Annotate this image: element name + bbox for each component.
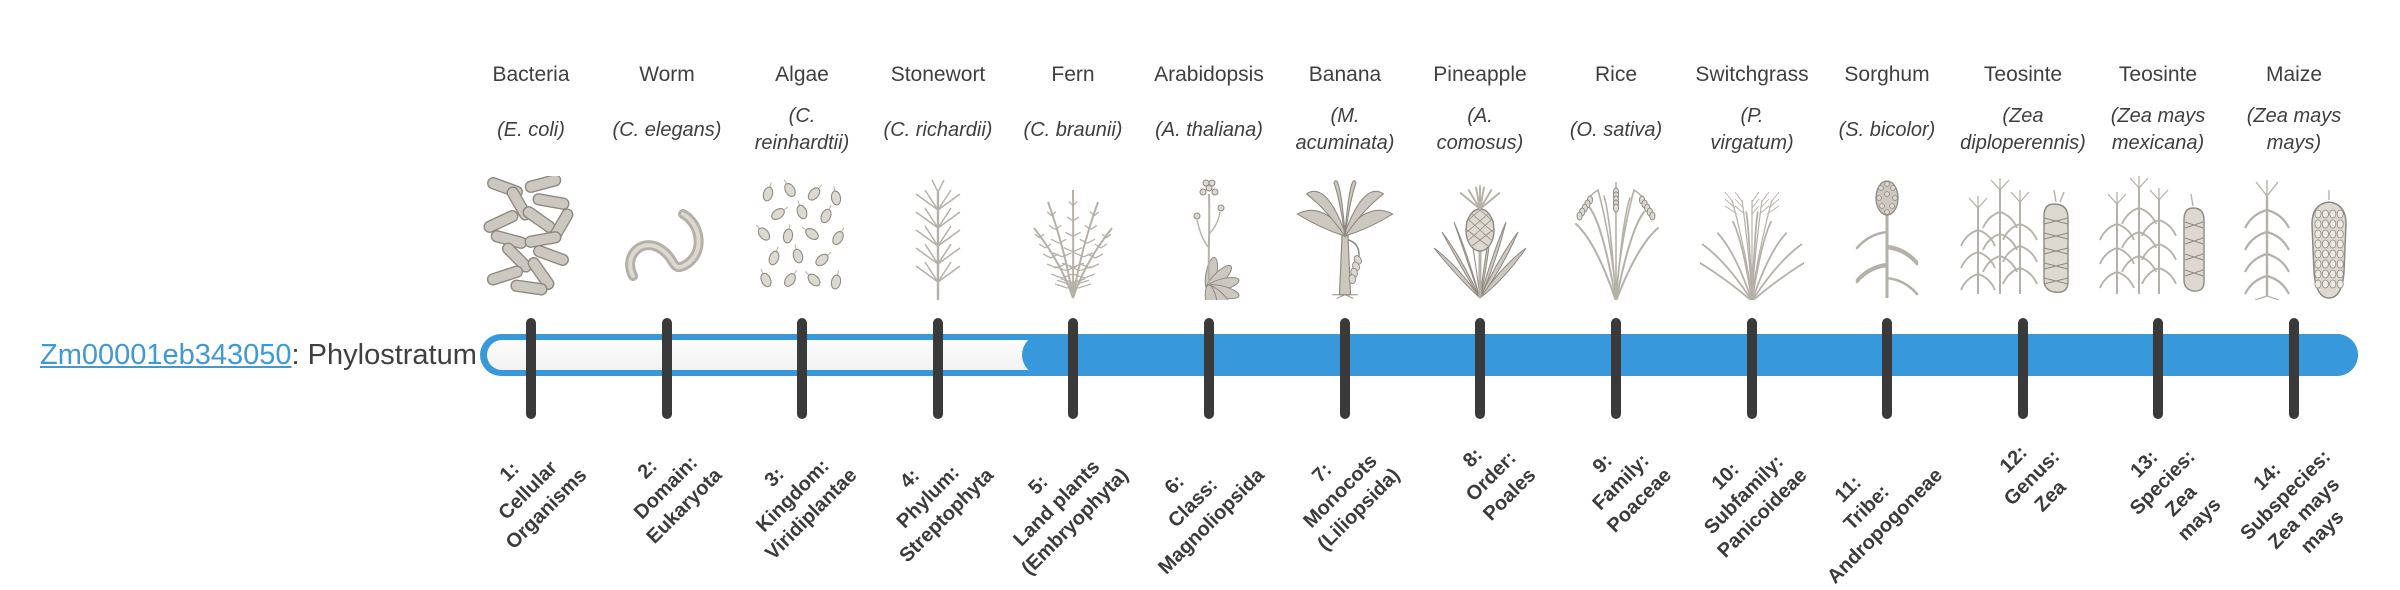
organism-header: Banana (M. acuminata) bbox=[1267, 62, 1423, 166]
organism-header: Arabidopsis (A. thaliana) bbox=[1131, 62, 1287, 166]
organism-common-name: Teosinte bbox=[1983, 63, 2063, 86]
organism-common-name: Rice bbox=[1594, 63, 1637, 86]
organism-header: Pineapple (A. comosus) bbox=[1402, 62, 1558, 166]
organism-header: Algae (C. reinhardtii) bbox=[724, 62, 880, 166]
organism-common-name: Teosinte bbox=[2118, 63, 2198, 86]
organism-header: Teosinte (Zea diploperennis) bbox=[1945, 62, 2101, 166]
phylostratum-tick bbox=[2018, 318, 2028, 419]
organism-scientific-name: (C. richardii) bbox=[883, 118, 993, 141]
organism-scientific-name: (A. thaliana) bbox=[1155, 118, 1263, 141]
algae-icon bbox=[747, 170, 857, 300]
phylostratum-label: 1: Cellular Organisms bbox=[493, 456, 591, 554]
maize-icon bbox=[2227, 170, 2361, 300]
phylostratum-label: 12: Genus: Zea bbox=[1995, 441, 2071, 517]
phylostratum-label: 11: Tribe: Andropogoneae bbox=[1822, 464, 1947, 589]
organism-header: Switchgrass (P. virgatum) bbox=[1674, 62, 1830, 166]
gene-phylostratum-text: : Phylostratum 5 bbox=[291, 339, 502, 371]
organism-scientific-name: (C. braunii) bbox=[1023, 118, 1123, 141]
phylostratum-label: 3: Kingdom: Viridiplantae bbox=[752, 455, 862, 565]
organism-scientific-name: (E. coli) bbox=[497, 118, 565, 141]
phylostratum-tick bbox=[1204, 318, 1214, 419]
organism-header: Maize (Zea mays mays) bbox=[2216, 62, 2372, 166]
phylostratum-tick bbox=[1340, 318, 1350, 419]
organism-common-name: Fern bbox=[1051, 63, 1095, 86]
phylostratum-label: 13: Species: Zea mays bbox=[2125, 445, 2226, 546]
organism-scientific-name: (A. comosus) bbox=[1436, 105, 1524, 154]
organism-scientific-name: (Zea mays mexicana) bbox=[2110, 105, 2206, 154]
banana-icon bbox=[1290, 170, 1400, 300]
organism-common-name: Arabidopsis bbox=[1154, 63, 1264, 86]
phylostratum-tick bbox=[1475, 318, 1485, 419]
organism-common-name: Worm bbox=[639, 63, 695, 86]
phylostratum-tick bbox=[933, 318, 943, 419]
phylostratum-tick bbox=[1611, 318, 1621, 419]
organism-common-name: Stonewort bbox=[890, 63, 986, 86]
stonewort-icon bbox=[883, 170, 993, 300]
organism-scientific-name: (Zea diploperennis) bbox=[1960, 105, 2086, 154]
bacteria-icon bbox=[476, 170, 586, 300]
phylostratum-tick bbox=[1747, 318, 1757, 419]
phylostratum-label: 14: Subspecies: Zea mays mays bbox=[2236, 445, 2349, 558]
organism-common-name: Sorghum bbox=[1844, 63, 1930, 86]
phylostratum-tick bbox=[2153, 318, 2163, 419]
organism-scientific-name: (O. sativa) bbox=[1569, 118, 1663, 141]
phylostratum-tick bbox=[526, 318, 536, 419]
timeline-unfilled-span bbox=[487, 340, 1060, 370]
phylostratum-label: 4: Phylum: Streptophyta bbox=[892, 461, 998, 567]
organism-common-name: Pineapple bbox=[1433, 63, 1527, 86]
phylostratum-tick bbox=[1068, 318, 1078, 419]
organism-common-name: Bacteria bbox=[492, 63, 570, 86]
fern-icon bbox=[1018, 170, 1128, 300]
gene-label: Zm00001eb343050: Phylostratum 5 bbox=[40, 338, 501, 372]
phylostratum-label: 6: Class: Magnoliopsida bbox=[1154, 464, 1269, 579]
organism-header: Rice (O. sativa) bbox=[1538, 62, 1694, 166]
gene-link[interactable]: Zm00001eb343050 bbox=[40, 339, 292, 371]
phylostratum-tick bbox=[2289, 318, 2299, 419]
sorghum-icon bbox=[1832, 170, 1942, 300]
organism-common-name: Algae bbox=[775, 63, 829, 86]
pineapple-icon bbox=[1425, 170, 1535, 300]
phylostratum-label: 2: Domain: Eukaryota bbox=[630, 451, 727, 549]
phylostratum-tick bbox=[797, 318, 807, 419]
organism-common-name: Maize bbox=[2265, 63, 2323, 86]
worm-icon bbox=[612, 170, 722, 300]
switchgrass-icon bbox=[1697, 170, 1807, 300]
organism-scientific-name: (P. virgatum) bbox=[1710, 105, 1794, 154]
phylostratum-label: 9: Family: Poaceae bbox=[1588, 449, 1676, 538]
phylostratum-tick bbox=[662, 318, 672, 419]
organism-header: Sorghum (S. bicolor) bbox=[1809, 62, 1965, 166]
arabidopsis-icon bbox=[1154, 170, 1264, 300]
organism-common-name: Banana bbox=[1308, 63, 1382, 86]
phylostratum-label: 7: Monocots (Liliopsida) bbox=[1299, 450, 1405, 556]
teosinte-mexicana-icon bbox=[2091, 170, 2225, 300]
organism-scientific-name: (S. bicolor) bbox=[1838, 118, 1936, 141]
timeline-filled-span bbox=[1022, 334, 2358, 376]
phylostratum-label: 5: Land plants (Embryophyta) bbox=[1009, 456, 1133, 580]
rice-icon bbox=[1561, 170, 1671, 300]
organism-header: Stonewort (C. richardii) bbox=[860, 62, 1016, 166]
phylostratum-label: 10: Subfamily: Panicoideae bbox=[1700, 450, 1812, 563]
organism-header: Teosinte (Zea mays mexicana) bbox=[2080, 62, 2236, 166]
organism-header: Bacteria (E. coli) bbox=[453, 62, 609, 166]
organism-scientific-name: (M. acuminata) bbox=[1295, 105, 1395, 154]
organism-scientific-name: (C. reinhardtii) bbox=[754, 105, 850, 154]
organism-common-name: Switchgrass bbox=[1695, 63, 1809, 86]
phylostratum-tick bbox=[1882, 318, 1892, 419]
organism-scientific-name: (Zea mays mays) bbox=[2246, 105, 2342, 154]
phylostratum-label: 8: Order: Poales bbox=[1458, 443, 1540, 526]
organism-scientific-name: (C. elegans) bbox=[612, 118, 722, 141]
organism-header: Fern (C. braunii) bbox=[995, 62, 1151, 166]
teosinte-diploperennis-icon bbox=[1956, 170, 2090, 300]
organism-header: Worm (C. elegans) bbox=[589, 62, 745, 166]
